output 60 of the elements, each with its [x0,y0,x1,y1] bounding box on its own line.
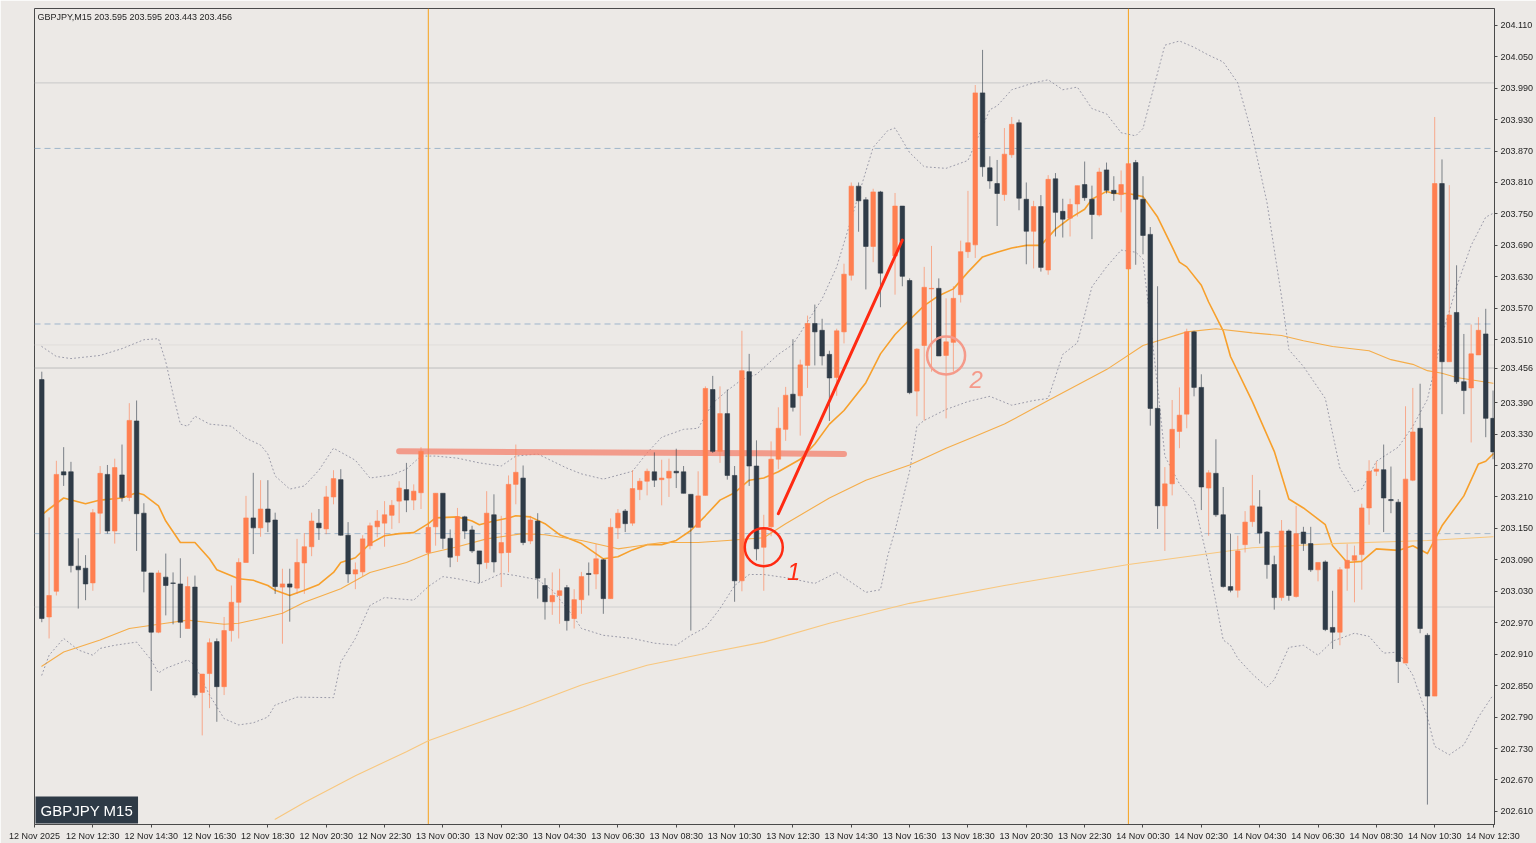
y-tick-label: 203.990 [1500,83,1534,94]
line-series [41,40,1494,493]
annotation: GBPJPY M15 [40,801,133,819]
x-tick-label: 14 Nov 10:30 [1407,830,1462,841]
x-tick-label: 12 Nov 16:30 [182,830,237,841]
x-tick-label: 13 Nov 20:30 [999,830,1054,841]
line-series [41,328,1494,667]
x-tick-label: 12 Nov 2025 [8,830,61,841]
y-tick-label: 202.910 [1500,649,1534,660]
x-tick-label: 14 Nov 08:30 [1349,830,1404,841]
x-tick-label: 12 Nov 14:30 [124,830,178,841]
y-tick-label: 202.970 [1500,617,1534,628]
x-tick-label: 13 Nov 08:30 [649,830,704,841]
y-tick-label: 203.870 [1500,146,1534,157]
y-tick-label: 203.810 [1500,177,1534,188]
x-tick-label: 14 Nov 00:30 [1116,830,1170,841]
x-tick-label: 12 Nov 12:30 [66,830,120,841]
x-tick-label: 14 Nov 04:30 [1232,830,1287,841]
y-tick-label: 203.510 [1500,334,1534,345]
y-tick-label: 203.750 [1500,208,1534,219]
y-tick-label: 203.690 [1500,240,1534,251]
y-tick-label: 202.670 [1500,774,1534,785]
x-tick-label: 13 Nov 14:30 [824,830,879,841]
x-tick-label: 13 Nov 12:30 [766,830,820,841]
x-tick-label: 13 Nov 02:30 [474,830,529,841]
x-tick-label: 13 Nov 18:30 [941,830,995,841]
x-tick-label: 13 Nov 10:30 [707,830,762,841]
annotation: 1 [787,557,801,585]
y-tick-label: 202.850 [1500,680,1534,691]
y-tick-label: 203.390 [1500,397,1534,408]
line-series [41,249,1494,756]
y-tick-label: 204.110 [1500,20,1533,31]
x-tick-label: 14 Nov 12:30 [1466,830,1520,841]
x-tick-label: 14 Nov 02:30 [1174,830,1229,841]
y-tick-label: 202.730 [1500,743,1534,754]
y-tick-label: 203.930 [1500,114,1534,125]
x-tick-label: 12 Nov 20:30 [299,830,353,841]
y-tick-label: 203.090 [1500,554,1534,565]
y-tick-label: 203.150 [1500,523,1534,534]
y-tick-label: 203.030 [1500,586,1534,597]
x-tick-label: 13 Nov 16:30 [882,830,937,841]
annotation: 2 [968,365,983,393]
y-tick-label: 202.790 [1500,712,1534,723]
y-tick-label: 203.330 [1500,429,1534,440]
y-tick-label: 202.610 [1500,806,1534,817]
line-series [274,536,1494,820]
y-tick-label: 203.270 [1500,460,1534,471]
x-tick-label: 13 Nov 00:30 [416,830,470,841]
y-tick-label: 203.210 [1500,491,1534,502]
x-tick-label: 12 Nov 18:30 [241,830,295,841]
x-tick-label: 13 Nov 06:30 [591,830,645,841]
x-tick-label: 13 Nov 04:30 [532,830,587,841]
ref-line-label: 203.456 [1500,363,1534,374]
y-tick-label: 204.050 [1500,51,1534,62]
x-tick-label: 13 Nov 22:30 [1057,830,1112,841]
x-tick-label: 12 Nov 22:30 [357,830,412,841]
annotation: GBPJPY,M15 203.595 203.595 203.443 203.456 [37,11,232,22]
y-tick-label: 203.570 [1500,303,1534,314]
y-tick-label: 203.630 [1500,271,1534,282]
x-tick-label: 14 Nov 06:30 [1291,830,1345,841]
